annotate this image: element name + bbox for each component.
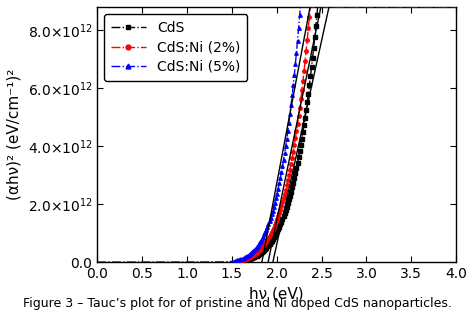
Y-axis label: (αhν)² (eV/cm⁻¹)²: (αhν)² (eV/cm⁻¹)² — [7, 69, 22, 200]
X-axis label: hν (eV): hν (eV) — [249, 287, 304, 302]
Legend: CdS, CdS:Ni (2%), CdS:Ni (5%): CdS, CdS:Ni (2%), CdS:Ni (5%) — [104, 14, 247, 81]
Text: Figure 3 – Tauc’s plot for of pristine and Ni doped CdS nanoparticles.: Figure 3 – Tauc’s plot for of pristine a… — [23, 297, 451, 310]
